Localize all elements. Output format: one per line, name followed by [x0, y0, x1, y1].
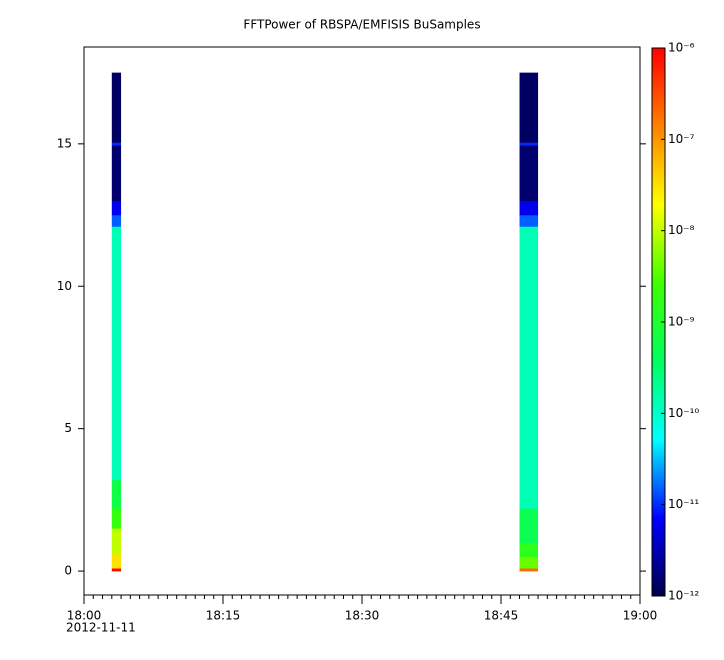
- colorbar-tick-label: 10⁻⁹: [668, 315, 695, 329]
- x-tick-label: 18:30: [345, 609, 380, 623]
- colorbar-tick-label: 10⁻¹⁰: [668, 406, 699, 420]
- x-tick-label: 18:45: [484, 609, 519, 623]
- spectrogram-cell: [111, 142, 122, 146]
- spectrogram-cell: [519, 145, 539, 202]
- chart-title: FFTPower of RBSPA/EMFISIS BuSamples: [243, 18, 480, 32]
- y-tick-label: 0: [64, 564, 72, 578]
- colorbar-tick-label: 10⁻⁶: [668, 41, 695, 55]
- spectrogram-cell: [519, 226, 539, 509]
- spectrogram-cell: [111, 508, 122, 529]
- spectrogram-cell: [519, 142, 539, 146]
- colorbar-tick-label: 10⁻¹²: [668, 589, 699, 603]
- spectrogram-cell: [111, 72, 122, 143]
- y-tick-label: 5: [64, 421, 72, 435]
- spectrogram-cell: [519, 508, 539, 543]
- x-tick-label: 18:00: [67, 609, 102, 623]
- spectrogram-cell: [519, 200, 539, 216]
- x-tick-label: 19:00: [623, 609, 658, 623]
- colorbar-tick-label: 10⁻¹¹: [668, 497, 699, 511]
- x-date-label: 2012-11-11: [66, 621, 136, 635]
- spectrogram-cell: [519, 568, 539, 572]
- spectrogram-cell: [111, 553, 122, 569]
- spectrogram-cell: [519, 215, 539, 227]
- spectrogram-cell: [519, 542, 539, 558]
- spectrogram-cell: [519, 72, 539, 143]
- y-tick-label: 15: [57, 136, 72, 150]
- colorbar-tick-label: 10⁻⁷: [668, 132, 695, 146]
- x-tick-label: 18:15: [206, 609, 241, 623]
- y-tick-label: 10: [57, 279, 72, 293]
- spectrogram-cell: [111, 145, 122, 202]
- spectrogram-cell: [111, 479, 122, 509]
- spectrogram-cell: [111, 528, 122, 555]
- colorbar-tick-label: 10⁻⁸: [668, 223, 695, 237]
- spectrogram-cell: [111, 200, 122, 216]
- spectrogram-cell: [111, 215, 122, 227]
- spectrogram-cell: [519, 556, 539, 569]
- spectrogram-cell: [111, 568, 122, 572]
- spectrogram-cell: [111, 226, 122, 481]
